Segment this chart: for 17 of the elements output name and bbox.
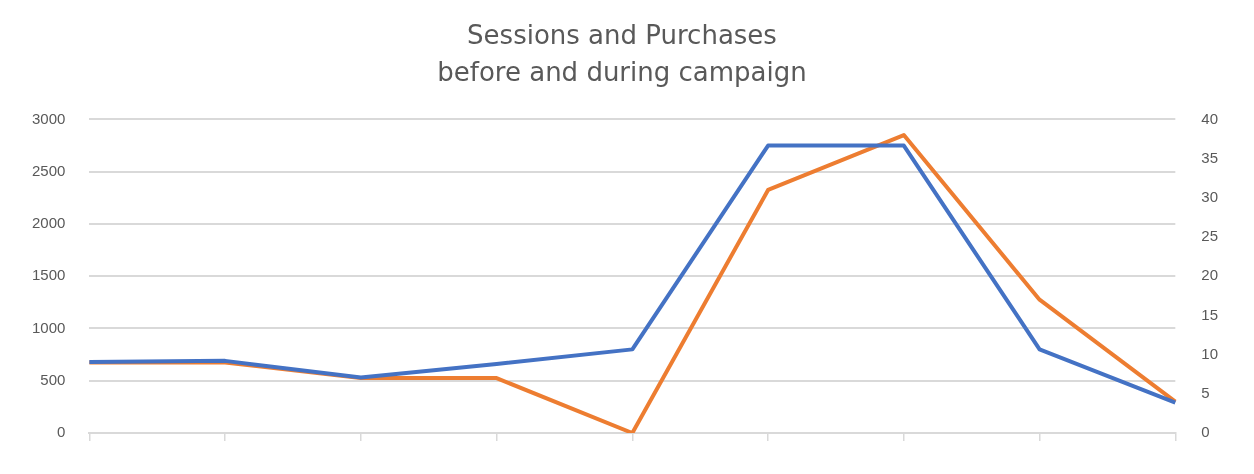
y2-tick-label: 30 — [1201, 187, 1218, 205]
chart-title: Sessions and Purchases before and during campaign — [437, 19, 807, 88]
y2-tick-label: 15 — [1201, 305, 1218, 323]
y-tick-label: 0 — [57, 423, 66, 441]
y2-tick-label: 5 — [1201, 383, 1210, 401]
y-tick-label: 500 — [40, 370, 66, 388]
y-tick-label: 1500 — [31, 266, 66, 284]
y2-tick-label: 0 — [1201, 423, 1210, 441]
y-tick-label: 2500 — [31, 161, 66, 179]
y-tick-label: 2000 — [31, 214, 66, 232]
y2-tick-label: 20 — [1201, 266, 1218, 284]
y2-tick-label: 40 — [1201, 109, 1218, 127]
y2-tick-label: 25 — [1201, 227, 1218, 245]
y-tick-label: 3000 — [31, 109, 66, 127]
y2-tick-label: 35 — [1201, 148, 1218, 166]
y2-tick-label: 10 — [1201, 344, 1218, 362]
y-tick-label: 1000 — [31, 318, 66, 336]
